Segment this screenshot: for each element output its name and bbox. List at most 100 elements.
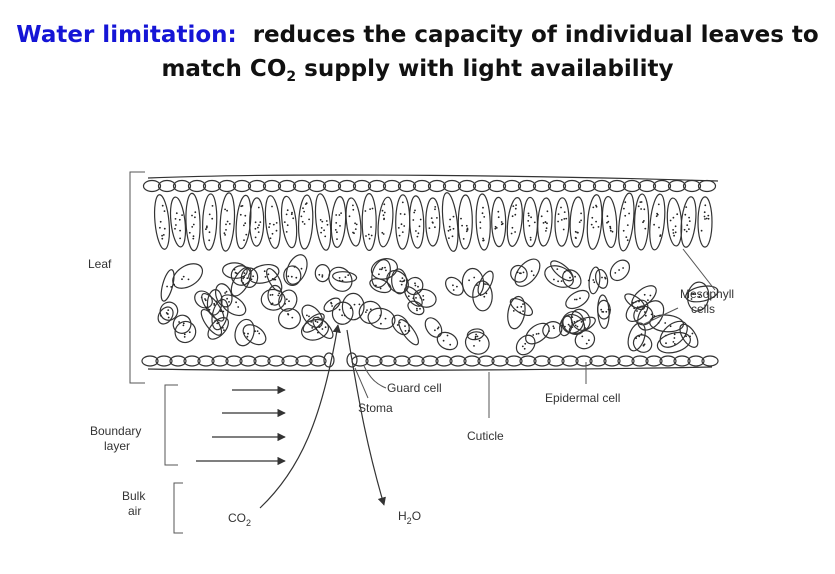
cell-dot — [565, 217, 568, 220]
epidermal-cell — [217, 179, 237, 193]
cell-dot — [563, 218, 566, 220]
cell-dot — [384, 266, 386, 269]
cell-dot — [683, 228, 686, 231]
mesophyll-cell — [627, 322, 646, 352]
cell-dot — [511, 226, 514, 229]
cell-dot — [674, 225, 677, 228]
cell-dot — [609, 229, 612, 232]
cell-dot — [178, 321, 181, 323]
cell-dot — [482, 239, 485, 242]
cell-dot — [211, 217, 214, 220]
cell-dot — [537, 332, 540, 335]
cell-dot — [593, 281, 596, 284]
mesophyll-cell — [445, 276, 464, 296]
cell-dot — [159, 226, 161, 229]
mesophyll-cell — [542, 321, 563, 339]
cell-dot — [656, 212, 658, 215]
cell-dot — [590, 223, 593, 226]
palisade-cell — [506, 197, 523, 247]
cell-dot — [628, 212, 630, 215]
cell-dot — [286, 209, 289, 212]
cell-dot — [434, 206, 437, 208]
cell-dot — [642, 221, 644, 224]
cell-dot — [383, 218, 385, 221]
cell-dot — [478, 339, 481, 342]
mesophyll-cell — [687, 281, 710, 312]
leaf-label: Leaf — [88, 257, 112, 271]
cell-dot — [208, 213, 211, 216]
mesophyll-cell — [300, 318, 330, 341]
epidermal-cell — [687, 355, 705, 367]
cell-dot — [516, 271, 519, 274]
cell-dot — [625, 236, 628, 239]
cell-dot — [673, 337, 676, 339]
cell-dot — [540, 215, 543, 218]
palisade-cell — [249, 197, 265, 247]
cell-dot — [703, 211, 706, 214]
palisade-cell — [264, 195, 281, 249]
bulk-air-label-line1: Bulk — [122, 489, 146, 503]
cell-dot — [657, 203, 660, 206]
cell-dot — [700, 229, 703, 232]
cell-dot — [339, 225, 341, 227]
cell-dot — [291, 211, 293, 214]
palisade-cell — [409, 195, 425, 249]
epidermal-cell — [519, 355, 537, 367]
cell-dot — [269, 294, 272, 296]
mesophyll-cell — [172, 314, 192, 334]
cell-dot — [591, 216, 594, 219]
cell-dot — [225, 290, 228, 293]
cell-dot — [640, 201, 643, 203]
cell-dot — [341, 314, 343, 317]
cell-dot — [529, 239, 532, 241]
cell-dot — [449, 228, 452, 231]
palisade-cell — [666, 197, 683, 247]
cell-dot — [353, 303, 356, 306]
palisade-cell — [633, 193, 650, 251]
cell-dot — [602, 311, 605, 313]
cell-dot — [672, 341, 675, 343]
cell-dot — [318, 273, 321, 276]
cell-dot — [494, 227, 497, 230]
cell-dot — [385, 269, 387, 272]
bulk-air-label-line2: air — [128, 504, 141, 518]
cell-dot — [354, 222, 356, 225]
cell-dot — [413, 211, 416, 214]
cell-dot — [226, 297, 229, 300]
cell-dot — [557, 213, 560, 216]
epidermal-cell — [427, 179, 447, 193]
cell-dot — [532, 274, 535, 277]
cell-dot — [321, 220, 324, 223]
cell-dot — [288, 300, 290, 303]
epidermal-cell — [367, 179, 387, 193]
cell-dot — [233, 268, 236, 271]
cell-dot — [672, 216, 675, 219]
mesophyll-cell — [413, 288, 437, 308]
cell-dot — [244, 214, 247, 217]
cell-dot — [380, 322, 382, 325]
mesophyll-cell — [369, 278, 392, 294]
cell-dot — [290, 275, 293, 278]
palisade-cell — [457, 194, 473, 250]
cell-dot — [561, 324, 563, 327]
palisade-cell — [235, 194, 252, 250]
cell-dot — [178, 218, 181, 221]
mesophyll-cell — [595, 268, 609, 289]
cell-dot — [442, 339, 445, 342]
cell-dot — [419, 307, 421, 310]
cell-dot — [638, 335, 641, 338]
mesophyll-cell — [625, 299, 649, 323]
spongy-mesophyll-cells — [157, 254, 719, 356]
cell-dot — [206, 225, 208, 228]
cell-dot — [277, 294, 280, 297]
cell-dot — [161, 204, 164, 207]
cell-dot — [175, 224, 177, 226]
cell-dot — [523, 347, 526, 350]
title-highlight: Water limitation: — [16, 22, 237, 48]
cell-dot — [643, 208, 646, 211]
epidermal-cell — [607, 179, 627, 193]
mesophyll-cell — [206, 289, 223, 316]
cell-dot — [415, 297, 417, 299]
cell-dot — [340, 212, 342, 215]
cell-dot — [573, 321, 576, 323]
